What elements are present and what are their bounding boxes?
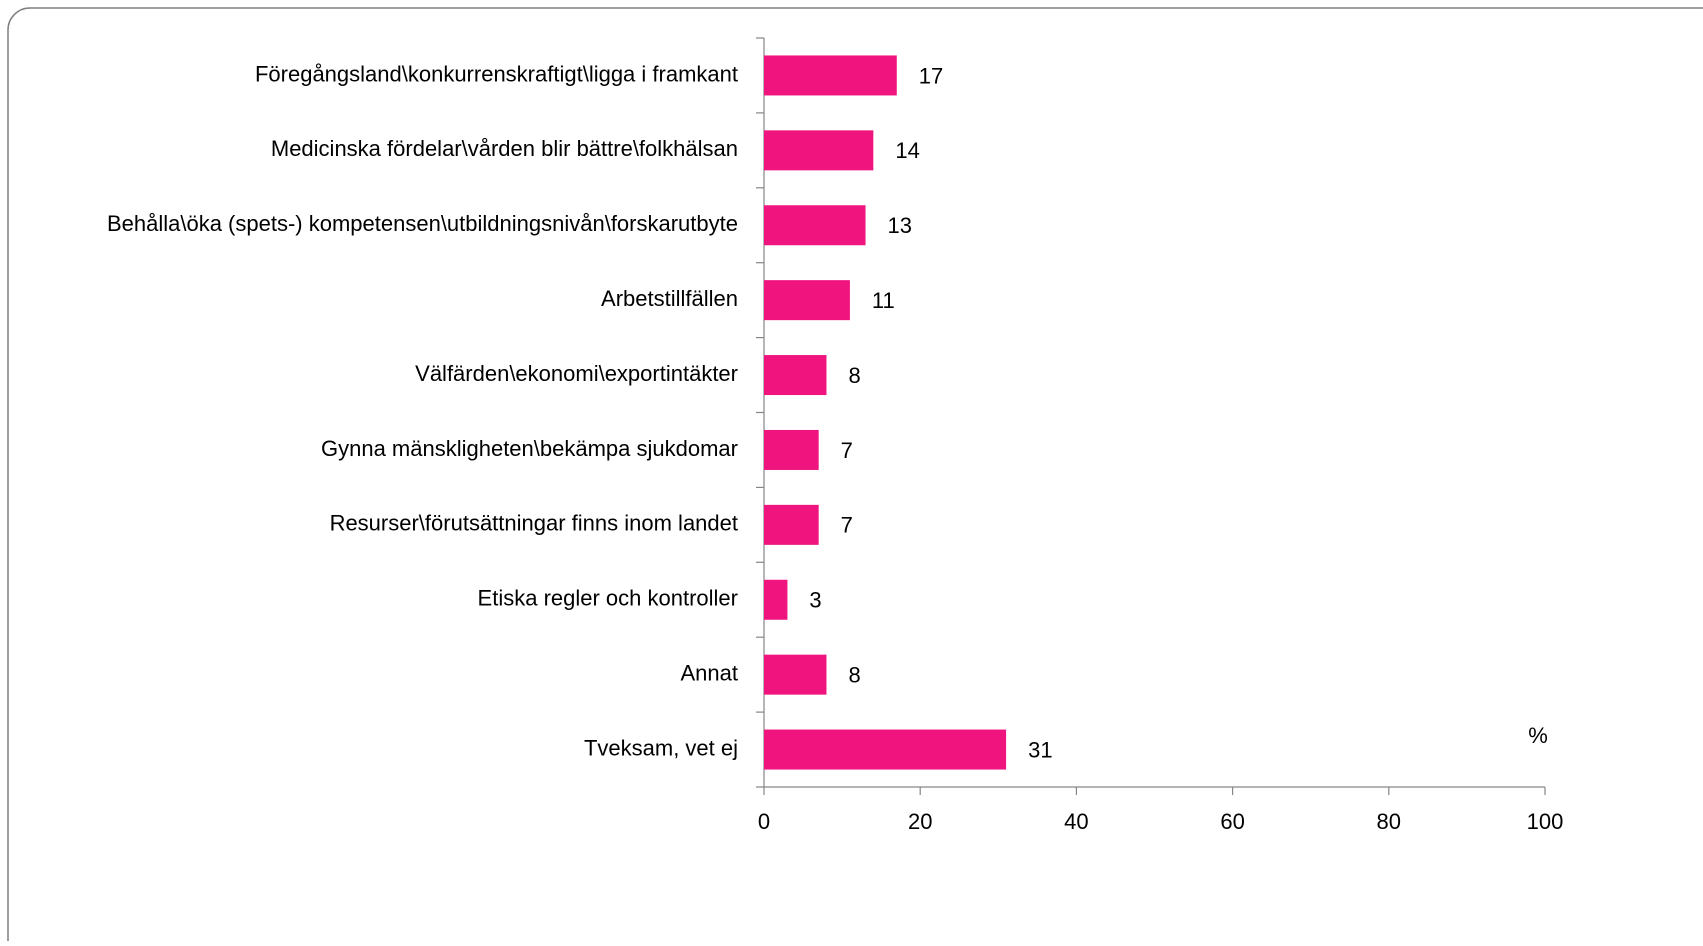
y-tick-label: Annat — [681, 660, 739, 685]
value-label: 8 — [848, 662, 860, 687]
bar — [764, 729, 1007, 770]
value-label: 7 — [841, 438, 853, 463]
x-tick-label: 80 — [1377, 809, 1401, 834]
y-tick-label: Etiska regler och kontroller — [478, 586, 738, 611]
bar — [764, 205, 866, 246]
x-tick-label: 0 — [758, 809, 770, 834]
y-tick-label: Välfärden\ekonomi\exportintäkter — [415, 361, 738, 386]
value-label: 7 — [841, 513, 853, 538]
y-tick-label: Gynna mänskligheten\bekämpa sjukdomar — [321, 436, 738, 461]
x-axis-label: % — [1528, 723, 1548, 748]
bar — [764, 280, 850, 321]
bar — [764, 429, 819, 470]
y-tick-label: Föregångsland\konkurrenskraftigt\ligga i… — [255, 61, 738, 86]
bar — [764, 355, 827, 396]
bar — [764, 55, 897, 96]
x-tick-label: 60 — [1220, 809, 1244, 834]
bar — [764, 654, 827, 695]
bar — [764, 579, 788, 620]
x-tick-label: 20 — [908, 809, 932, 834]
y-tick-label: Arbetstillfällen — [601, 286, 738, 311]
value-label: 14 — [895, 138, 919, 163]
value-label: 31 — [1028, 737, 1052, 762]
y-tick-label: Behålla\öka (spets-) kompetensen\utbildn… — [107, 211, 738, 236]
x-tick-label: 100 — [1527, 809, 1564, 834]
x-tick-label: 40 — [1064, 809, 1088, 834]
bar — [764, 504, 819, 545]
y-tick-label: Resurser\förutsättningar finns inom land… — [330, 511, 738, 536]
y-tick-label: Tveksam, vet ej — [584, 735, 738, 760]
value-label: 17 — [919, 63, 943, 88]
value-label: 3 — [809, 588, 821, 613]
value-label: 11 — [872, 288, 895, 313]
chart-frame — [7, 7, 1703, 946]
value-label: 8 — [848, 363, 860, 388]
value-label: 13 — [888, 213, 912, 238]
y-tick-label: Medicinska fördelar\vården blir bättre\f… — [271, 136, 738, 161]
bar — [764, 130, 874, 171]
